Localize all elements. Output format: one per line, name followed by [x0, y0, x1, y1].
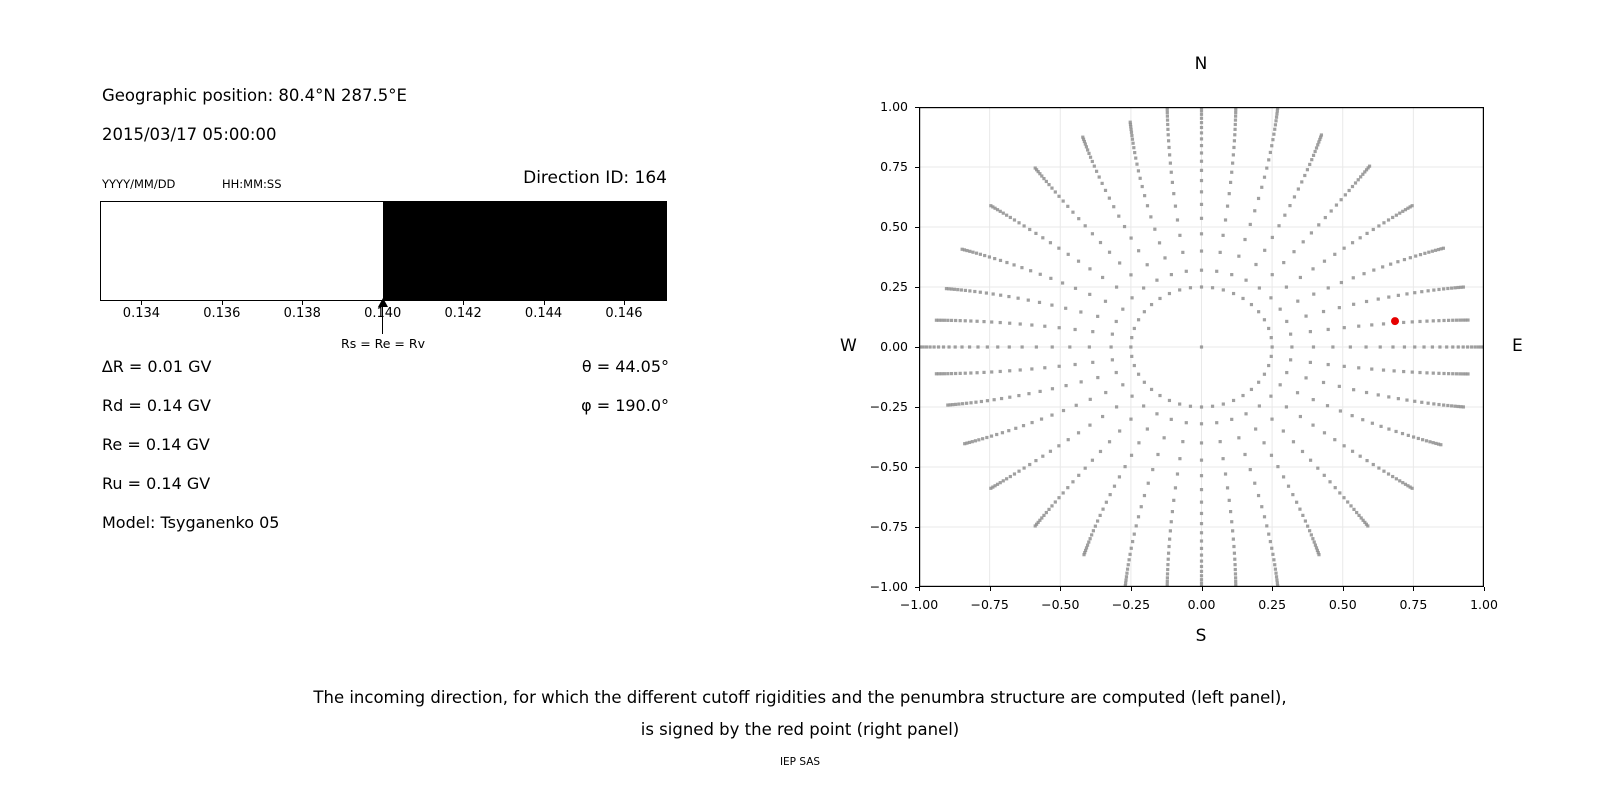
penumbra-tick	[543, 301, 545, 305]
phi-value: φ = 190.0°	[581, 396, 669, 415]
penumbra-tick-label: 0.138	[283, 306, 321, 321]
direction-id-text: Direction ID: 164	[523, 168, 667, 188]
y-tick-label: −0.75	[869, 519, 908, 534]
x-tick-label: 0.75	[1399, 597, 1428, 612]
cutoff-arrow-head	[377, 298, 388, 307]
penumbra-tick-label: 0.134	[122, 306, 161, 321]
penumbra-tick	[221, 301, 223, 305]
rd-value: Rd = 0.14 GV	[102, 396, 211, 415]
penumbra-chart	[100, 201, 667, 301]
penumbra-tick-label: 0.142	[444, 306, 482, 321]
y-tick-label: 0.50	[880, 219, 908, 234]
y-tick-label: −1.00	[869, 579, 908, 594]
penumbra-tick	[463, 301, 465, 305]
y-tick	[915, 527, 919, 528]
x-tick-label: 1.00	[1470, 597, 1498, 612]
compass-west-label: W	[840, 336, 857, 356]
x-tick-label: 0.00	[1187, 597, 1216, 612]
penumbra-tick	[141, 301, 143, 305]
compass-south-label: S	[1195, 626, 1207, 646]
x-tick-label: 0.25	[1258, 597, 1287, 612]
cutoff-arrow	[382, 305, 384, 334]
penumbra-forbidden-band	[383, 202, 666, 300]
date-format-label: YYYY/MM/DD	[102, 177, 176, 191]
y-tick-label: 0.00	[880, 339, 908, 354]
x-tick-label: 0.50	[1328, 597, 1357, 612]
x-tick-label: −0.75	[970, 597, 1009, 612]
cutoff-arrow-label: Rs = Re = Rv	[341, 336, 425, 351]
compass-east-label: E	[1512, 336, 1523, 356]
y-tick	[915, 107, 919, 108]
x-tick-label: −1.00	[899, 597, 939, 612]
penumbra-tick	[302, 301, 304, 305]
x-tick	[1484, 587, 1485, 591]
re-value: Re = 0.14 GV	[102, 435, 210, 454]
penumbra-tick	[623, 301, 625, 305]
x-tick-label: −0.50	[1041, 597, 1080, 612]
geographic-position-text: Geographic position: 80.4°N 287.5°E	[102, 86, 407, 105]
y-tick	[915, 407, 919, 408]
y-tick	[915, 587, 919, 588]
x-tick	[1272, 587, 1274, 591]
y-tick	[915, 467, 919, 468]
y-tick-label: −0.50	[869, 459, 908, 474]
model-name: Model: Tsyganenko 05	[102, 513, 280, 532]
direction-scatter-plot	[919, 107, 1484, 587]
penumbra-tick-label: 0.146	[605, 306, 643, 321]
x-tick	[1201, 587, 1203, 591]
theta-value: θ = 44.05°	[581, 357, 669, 376]
time-format-label: HH:MM:SS	[222, 177, 282, 191]
y-tick	[915, 287, 919, 288]
y-tick-label: 1.00	[880, 99, 908, 114]
x-tick	[1060, 587, 1062, 591]
y-tick	[915, 347, 919, 348]
caption-line-2: is signed by the red point (right panel)	[640, 720, 960, 739]
x-tick	[989, 587, 991, 591]
y-tick-label: −0.25	[869, 399, 908, 414]
compass-north-label: N	[1194, 54, 1208, 74]
x-tick	[1413, 587, 1415, 591]
penumbra-tick-label: 0.144	[524, 306, 563, 321]
x-tick	[1130, 587, 1132, 591]
caption-line-1: The incoming direction, for which the di…	[313, 688, 1287, 707]
delta-r-value: ∆R = 0.01 GV	[102, 357, 212, 376]
penumbra-tick-label: 0.136	[203, 306, 241, 321]
y-tick-label: 0.75	[880, 159, 908, 174]
datetime-text: 2015/03/17 05:00:00	[102, 125, 277, 144]
x-tick-label: −0.25	[1111, 597, 1151, 612]
credit-text: IEP SAS	[779, 756, 821, 768]
y-tick	[915, 227, 919, 228]
y-tick-label: 0.25	[880, 279, 908, 294]
x-tick	[919, 587, 920, 591]
x-tick	[1342, 587, 1344, 591]
y-tick	[915, 167, 919, 168]
ru-value: Ru = 0.14 GV	[102, 474, 211, 493]
